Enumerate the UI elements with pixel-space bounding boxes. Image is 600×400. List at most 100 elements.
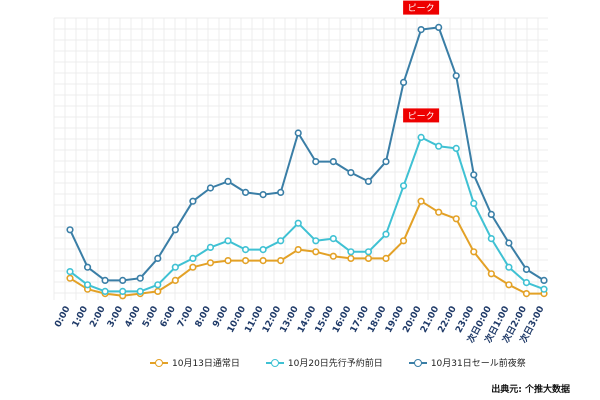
data-point <box>277 237 285 245</box>
data-point <box>399 78 408 86</box>
data-point <box>312 248 320 256</box>
data-point <box>505 263 513 271</box>
data-point <box>435 208 443 216</box>
data-point <box>119 276 127 285</box>
data-point <box>382 158 390 166</box>
data-point <box>224 177 232 185</box>
data-point <box>540 276 548 285</box>
series-line-1 <box>69 200 544 297</box>
data-point <box>136 287 144 296</box>
data-point <box>487 210 495 218</box>
data-point <box>417 26 425 34</box>
source-note: 出典元: 个推大数据 <box>491 385 570 395</box>
series-2 <box>66 133 548 296</box>
peak-label: ピーク <box>408 3 435 14</box>
data-point <box>487 235 495 243</box>
data-point <box>101 287 109 296</box>
data-point <box>435 23 443 32</box>
data-point <box>364 248 373 256</box>
data-point <box>417 197 425 205</box>
peak-label: ピーク <box>408 111 435 122</box>
data-point <box>417 133 425 141</box>
x-axis-labels: 0:001:002:003:004:005:006:007:008:009:00… <box>53 304 546 345</box>
data-point <box>399 182 408 190</box>
data-point <box>540 285 548 293</box>
data-point <box>101 276 109 285</box>
data-point <box>259 191 267 199</box>
x-tick-label: 6:00 <box>159 305 178 329</box>
data-point <box>470 199 478 207</box>
data-point <box>189 197 197 205</box>
data-point <box>470 171 478 179</box>
data-point <box>505 281 513 289</box>
data-point <box>329 235 337 243</box>
data-point <box>66 274 74 282</box>
peak-label-box <box>403 0 440 15</box>
x-tick-label: 2:00 <box>88 305 107 329</box>
series-3 <box>66 23 548 285</box>
data-point <box>452 144 460 152</box>
data-point <box>136 274 144 282</box>
data-point <box>154 254 162 262</box>
data-point <box>189 263 197 271</box>
data-point <box>470 248 478 256</box>
data-point <box>522 265 531 274</box>
data-point <box>452 215 460 223</box>
data-point <box>505 239 513 247</box>
data-point <box>154 287 162 296</box>
data-point <box>171 276 179 285</box>
legend-label-series-3: 10月31日セール前夜祭 <box>430 359 526 369</box>
legend-swatch-series-3 <box>408 358 427 368</box>
data-point <box>329 158 337 166</box>
data-point <box>294 219 302 227</box>
data-point <box>206 259 215 267</box>
data-point <box>312 237 320 245</box>
legend-item-series-3: 10月31日セール前夜祭 <box>408 356 526 369</box>
data-point <box>347 254 355 262</box>
grid <box>53 17 548 300</box>
data-point <box>277 188 285 196</box>
legend-item-series-2: 10月20日先行予約前日 <box>265 356 383 369</box>
data-point <box>83 281 92 289</box>
data-point <box>154 281 162 289</box>
x-tick-label: 3:00 <box>106 305 125 329</box>
data-point <box>241 257 250 265</box>
series-line-2 <box>69 136 545 293</box>
data-point <box>66 268 74 276</box>
data-point <box>347 248 355 256</box>
x-tick-label: 8:00 <box>194 305 213 329</box>
legend-swatch-series-2 <box>265 358 284 368</box>
data-point <box>119 287 127 296</box>
data-point <box>399 237 408 245</box>
legend-label-series-2: 10月20日先行予約前日 <box>287 359 383 369</box>
data-point <box>171 226 179 234</box>
data-point <box>224 237 232 245</box>
data-point <box>522 279 531 287</box>
data-point <box>347 169 355 177</box>
chart-legend: 10月13日通常日 10月20日先行予約前日 10月31日セール前夜祭 <box>150 356 526 369</box>
data-point <box>66 226 74 234</box>
series-1 <box>66 197 548 300</box>
data-point <box>312 158 320 166</box>
data-point <box>171 263 179 271</box>
x-tick-label: 5:00 <box>141 305 160 329</box>
data-point <box>364 177 373 185</box>
data-point <box>83 263 92 271</box>
data-point <box>487 270 495 278</box>
data-point <box>329 252 337 260</box>
data-point <box>452 72 460 80</box>
data-point <box>435 142 443 150</box>
data-point <box>206 243 215 251</box>
legend-label-series-1: 10月13日通常日 <box>172 359 240 369</box>
data-point <box>259 257 267 265</box>
data-point <box>224 257 232 265</box>
data-point <box>364 254 373 262</box>
data-point <box>382 254 390 262</box>
x-tick-label: 7:00 <box>176 305 195 329</box>
data-point <box>294 129 302 137</box>
data-point <box>277 257 285 265</box>
data-point <box>382 230 390 238</box>
series-line-3 <box>69 26 545 282</box>
data-point <box>522 290 531 298</box>
